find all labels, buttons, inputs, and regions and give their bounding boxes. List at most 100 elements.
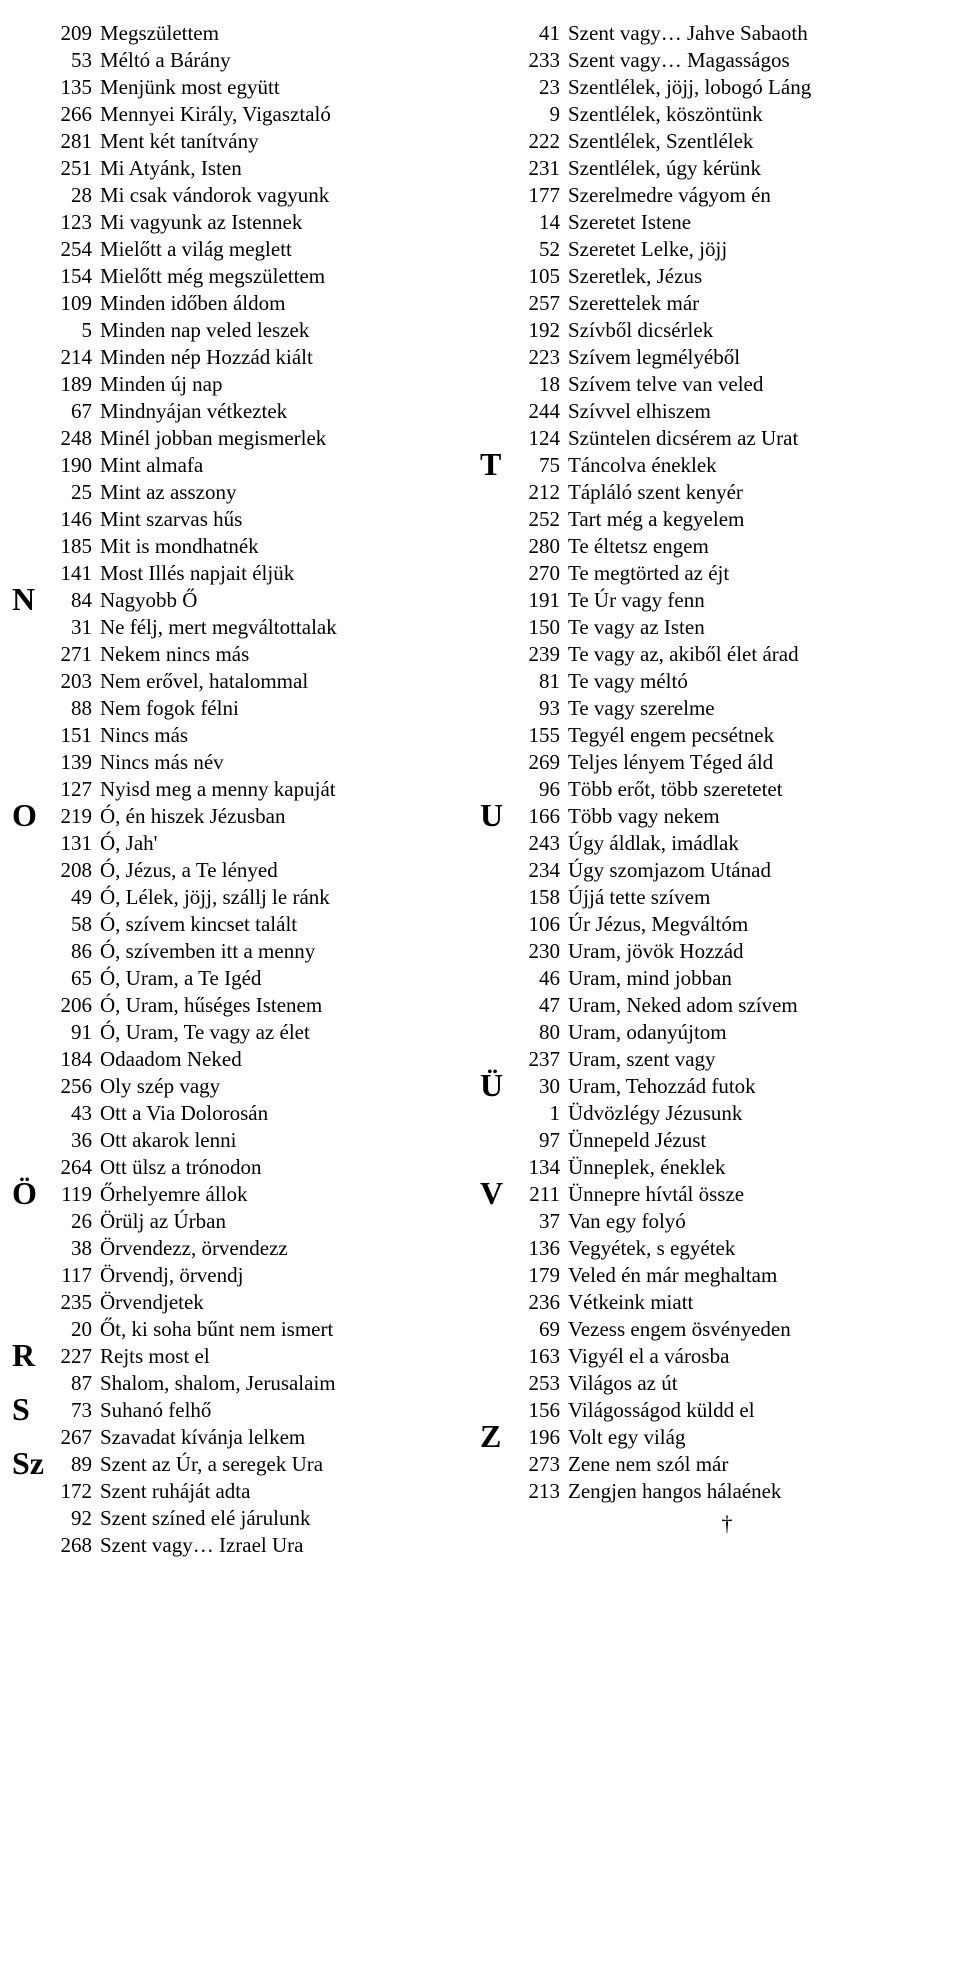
song-title: Vezess engem ösvényeden	[568, 1316, 938, 1343]
index-entry: 222Szentlélek, Szentlélek	[516, 128, 938, 155]
song-title: Ünnepre hívtál össze	[568, 1181, 938, 1208]
song-number: 135	[48, 74, 100, 101]
index-entry: 219Ó, én hiszek Jézusban	[48, 803, 470, 830]
index-entry: 230Uram, jövök Hozzád	[516, 938, 938, 965]
index-page: NOÖRSSz 209Megszülettem53Méltó a Bárány1…	[0, 0, 960, 1579]
song-title: Több vagy nekem	[568, 803, 938, 830]
index-entry: 18Szívem telve van veled	[516, 371, 938, 398]
index-entry: 189Minden új nap	[48, 371, 470, 398]
song-number: 117	[48, 1262, 100, 1289]
index-entry: 196Volt egy világ	[516, 1424, 938, 1451]
song-title: Ünnepeld Jézust	[568, 1127, 938, 1154]
index-entry: 52Szeretet Lelke, jöjj	[516, 236, 938, 263]
song-title: Ó, Jézus, a Te lényed	[100, 857, 470, 884]
song-number: 88	[48, 695, 100, 722]
song-title: Szentlélek, úgy kérünk	[568, 155, 938, 182]
index-entry: 280Te éltetsz engem	[516, 533, 938, 560]
song-title: Világos az út	[568, 1370, 938, 1397]
song-number: 80	[516, 1019, 568, 1046]
song-title: Ó, szívem kincset talált	[100, 911, 470, 938]
index-entry: 38Örvendezz, örvendezz	[48, 1235, 470, 1262]
index-entry: 124Szüntelen dicsérem az Urat	[516, 425, 938, 452]
song-number: 30	[516, 1073, 568, 1100]
song-title: Tápláló szent kenyér	[568, 479, 938, 506]
song-number: 271	[48, 641, 100, 668]
index-entry: 131Ó, Jah'	[48, 830, 470, 857]
song-title: Szentlélek, Szentlélek	[568, 128, 938, 155]
index-entry: 231Szentlélek, úgy kérünk	[516, 155, 938, 182]
song-title: Szent az Úr, a seregek Ura	[100, 1451, 470, 1478]
song-number: 172	[48, 1478, 100, 1505]
index-entry: 156Világosságod küldd el	[516, 1397, 938, 1424]
song-number: 256	[48, 1073, 100, 1100]
song-title: Őt, ki soha bűnt nem ismert	[100, 1316, 470, 1343]
song-number: 41	[516, 20, 568, 47]
song-title: Világosságod küldd el	[568, 1397, 938, 1424]
song-number: 184	[48, 1046, 100, 1073]
song-number: 5	[48, 317, 100, 344]
index-entry: 75Táncolva éneklek	[516, 452, 938, 479]
right-letter-rail: TUÜVZ	[480, 20, 516, 1505]
song-title: Uram, szent vagy	[568, 1046, 938, 1073]
index-entry: 119Őrhelyemre állok	[48, 1181, 470, 1208]
song-number: 28	[48, 182, 100, 209]
index-entry: 84Nagyobb Ő	[48, 587, 470, 614]
song-title: Szívem telve van veled	[568, 371, 938, 398]
song-number: 46	[516, 965, 568, 992]
index-entry: 248Minél jobban megismerlek	[48, 425, 470, 452]
index-entry: 67Mindnyájan vétkeztek	[48, 398, 470, 425]
song-number: 139	[48, 749, 100, 776]
song-number: 52	[516, 236, 568, 263]
index-entry: 14Szeretet Istene	[516, 209, 938, 236]
song-number: 105	[516, 263, 568, 290]
song-title: Suhanó felhő	[100, 1397, 470, 1424]
song-number: 206	[48, 992, 100, 1019]
song-title: Ó, Lélek, jöjj, szállj le ránk	[100, 884, 470, 911]
song-number: 146	[48, 506, 100, 533]
index-entry: 203Nem erővel, hatalommal	[48, 668, 470, 695]
index-entry: 28Mi csak vándorok vagyunk	[48, 182, 470, 209]
section-letter: Ö	[12, 1177, 48, 1209]
index-entry: 135Menjünk most együtt	[48, 74, 470, 101]
song-title: Te megtörted az éjt	[568, 560, 938, 587]
song-title: Minden új nap	[100, 371, 470, 398]
song-title: Szentlélek, köszöntünk	[568, 101, 938, 128]
song-title: Tegyél engem pecsétnek	[568, 722, 938, 749]
song-number: 203	[48, 668, 100, 695]
song-number: 1	[516, 1100, 568, 1127]
song-title: Ott ülsz a trónodon	[100, 1154, 470, 1181]
song-title: Mit is mondhatnék	[100, 533, 470, 560]
song-number: 25	[48, 479, 100, 506]
song-title: Ó, én hiszek Jézusban	[100, 803, 470, 830]
song-number: 49	[48, 884, 100, 911]
index-entry: 69Vezess engem ösvényeden	[516, 1316, 938, 1343]
song-title: Mindnyájan vétkeztek	[100, 398, 470, 425]
index-entry: 267Szavadat kívánja lelkem	[48, 1424, 470, 1451]
song-title: Nem fogok félni	[100, 695, 470, 722]
song-title: Uram, Neked adom szívem	[568, 992, 938, 1019]
index-entry: 257Szerettelek már	[516, 290, 938, 317]
song-title: Újjá tette szívem	[568, 884, 938, 911]
song-title: Ott akarok lenni	[100, 1127, 470, 1154]
index-entry: 1Üdvözlégy Jézusunk	[516, 1100, 938, 1127]
index-entry: 25Mint az asszony	[48, 479, 470, 506]
song-title: Minden időben áldom	[100, 290, 470, 317]
song-number: 53	[48, 47, 100, 74]
index-entry: 209Megszülettem	[48, 20, 470, 47]
song-number: 123	[48, 209, 100, 236]
song-title: Szerelmedre vágyom én	[568, 182, 938, 209]
song-title: Nyisd meg a menny kapuját	[100, 776, 470, 803]
song-title: Megszülettem	[100, 20, 470, 47]
song-title: Te Úr vagy fenn	[568, 587, 938, 614]
song-title: Mint az asszony	[100, 479, 470, 506]
index-entry: 36Ott akarok lenni	[48, 1127, 470, 1154]
song-title: Mielőtt a világ meglett	[100, 236, 470, 263]
index-entry: 208Ó, Jézus, a Te lényed	[48, 857, 470, 884]
song-number: 38	[48, 1235, 100, 1262]
song-number: 131	[48, 830, 100, 857]
index-entry: 150Te vagy az Isten	[516, 614, 938, 641]
song-number: 257	[516, 290, 568, 317]
song-number: 158	[516, 884, 568, 911]
song-title: Tart még a kegyelem	[568, 506, 938, 533]
song-number: 20	[48, 1316, 100, 1343]
